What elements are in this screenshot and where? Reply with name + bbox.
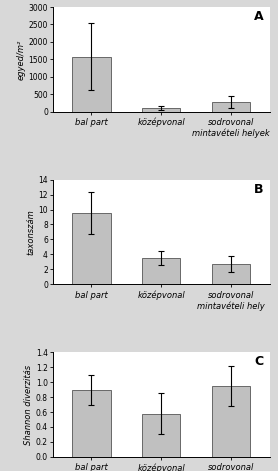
Text: C: C <box>254 356 263 368</box>
Bar <box>72 213 111 284</box>
Text: A: A <box>254 10 263 23</box>
Bar <box>212 264 250 284</box>
Bar <box>142 414 180 457</box>
Bar <box>212 386 250 457</box>
Bar <box>142 108 180 112</box>
Y-axis label: taxonszám: taxonszám <box>27 209 36 255</box>
Y-axis label: egyed/m²: egyed/m² <box>17 39 26 80</box>
Y-axis label: Shannon diverzitás: Shannon diverzitás <box>24 365 33 445</box>
Text: B: B <box>254 183 263 196</box>
Bar <box>72 57 111 112</box>
Bar <box>142 258 180 284</box>
Bar <box>72 390 111 457</box>
Bar <box>212 102 250 112</box>
